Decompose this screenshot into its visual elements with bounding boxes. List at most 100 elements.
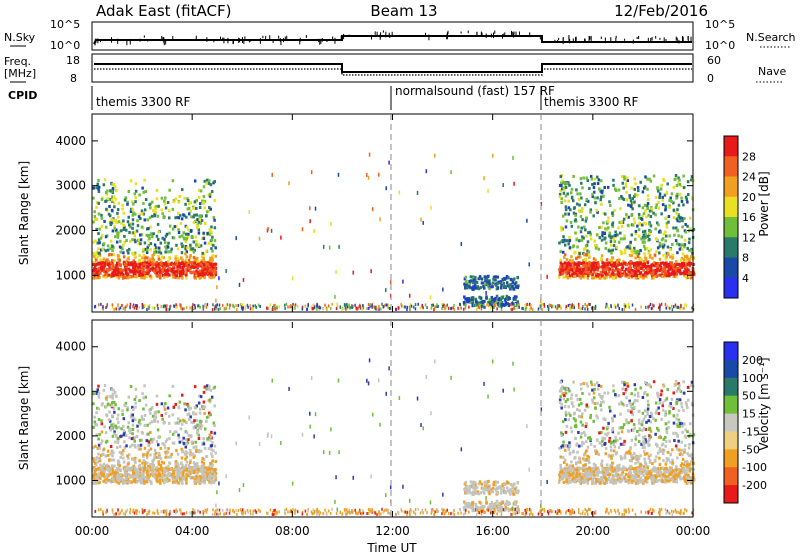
power-cell bbox=[186, 262, 190, 266]
power-cell bbox=[476, 285, 480, 289]
power-cell bbox=[180, 273, 184, 277]
power-cell bbox=[497, 298, 500, 302]
vel-cell bbox=[143, 413, 147, 417]
power-cell bbox=[125, 265, 128, 269]
vel-cell bbox=[688, 442, 691, 446]
vel-cell bbox=[203, 446, 207, 450]
power-cell bbox=[385, 288, 387, 293]
power-cell bbox=[528, 262, 530, 267]
power-cell bbox=[202, 185, 206, 189]
vel-cell bbox=[665, 427, 669, 431]
power-cell bbox=[565, 219, 569, 223]
vel-cell bbox=[180, 439, 184, 443]
power-cell bbox=[603, 185, 606, 189]
power-cell bbox=[574, 213, 577, 217]
vel-cell bbox=[633, 452, 636, 456]
power-cell bbox=[192, 270, 195, 274]
power-cell bbox=[464, 303, 467, 307]
power-cell bbox=[604, 268, 607, 272]
vel-cell bbox=[648, 437, 651, 441]
power-cell bbox=[683, 238, 687, 242]
power-cell bbox=[677, 214, 681, 218]
power-cell bbox=[105, 271, 109, 275]
vel-cell bbox=[685, 403, 688, 407]
vel-cell bbox=[604, 432, 607, 436]
power-cell bbox=[585, 234, 588, 238]
power-cell bbox=[181, 268, 185, 272]
power-cell bbox=[140, 233, 143, 237]
power-cell bbox=[301, 227, 304, 232]
power-cell bbox=[567, 266, 571, 270]
power-cell bbox=[358, 305, 360, 309]
power-cell bbox=[199, 276, 203, 280]
vel-cell bbox=[116, 417, 119, 421]
power-cell bbox=[502, 302, 505, 306]
nsky-label: N.Sky bbox=[4, 31, 36, 44]
nsky-spike bbox=[446, 32, 448, 37]
power-cell bbox=[210, 264, 214, 268]
vel-cell bbox=[670, 397, 674, 401]
power-cell bbox=[640, 305, 642, 309]
power-cell bbox=[118, 262, 121, 266]
power-cell bbox=[118, 239, 122, 243]
power-cell bbox=[165, 247, 168, 251]
power-cell bbox=[686, 200, 689, 204]
vel-cell bbox=[134, 395, 138, 399]
power-cell bbox=[171, 227, 175, 231]
power-cell bbox=[134, 240, 137, 244]
vel-cell bbox=[567, 471, 571, 475]
power-cell bbox=[500, 301, 504, 305]
power-cell bbox=[601, 261, 604, 265]
vel-cell bbox=[676, 413, 679, 417]
cpid-segment-1: themis 3300 RF bbox=[96, 95, 190, 109]
power-cell bbox=[473, 283, 477, 287]
power-cell bbox=[444, 306, 447, 310]
power-cell bbox=[177, 267, 181, 271]
nsearch-label: N.Search bbox=[746, 31, 796, 44]
power-cell bbox=[670, 261, 674, 265]
power-cell bbox=[463, 277, 467, 281]
power-cell bbox=[398, 190, 401, 195]
power-cell bbox=[116, 268, 120, 272]
power-cell bbox=[95, 186, 99, 190]
vel-cell bbox=[602, 417, 606, 421]
vel-cell bbox=[137, 447, 140, 451]
power-cell bbox=[181, 258, 184, 262]
nsky-spike bbox=[99, 39, 101, 43]
power-cell bbox=[487, 303, 490, 307]
vel-cell bbox=[153, 418, 157, 422]
power-cell bbox=[575, 202, 579, 206]
power-cell bbox=[400, 302, 402, 306]
power-cell bbox=[163, 272, 167, 276]
vel-cell bbox=[124, 481, 127, 485]
power-cell bbox=[662, 253, 665, 257]
power-cell bbox=[591, 275, 594, 279]
power-cell bbox=[626, 263, 629, 267]
vel-cell bbox=[202, 390, 206, 394]
power-cell bbox=[609, 258, 612, 262]
power-cell bbox=[664, 257, 668, 261]
power-cell bbox=[132, 303, 135, 307]
power-cell bbox=[337, 172, 340, 177]
vel-cell bbox=[104, 481, 108, 485]
power-cell bbox=[686, 224, 689, 228]
power-cell bbox=[629, 263, 632, 267]
power-cell bbox=[424, 303, 427, 307]
power-cell bbox=[239, 303, 242, 307]
power-cell bbox=[201, 237, 204, 241]
power-cell bbox=[594, 258, 597, 262]
power-cell bbox=[576, 245, 579, 249]
vel-cell bbox=[627, 466, 631, 470]
vel-cell bbox=[647, 455, 651, 459]
power-cell bbox=[157, 230, 160, 234]
vel-cell bbox=[673, 439, 676, 443]
power-cell bbox=[464, 280, 468, 284]
power-cell bbox=[199, 305, 201, 309]
power-cell bbox=[655, 274, 659, 278]
power-cell bbox=[671, 308, 674, 312]
power-cell bbox=[106, 263, 110, 267]
vel-cell bbox=[614, 473, 618, 477]
power-cell bbox=[162, 256, 166, 260]
power-cell bbox=[179, 272, 182, 276]
vel-cell bbox=[186, 402, 189, 406]
